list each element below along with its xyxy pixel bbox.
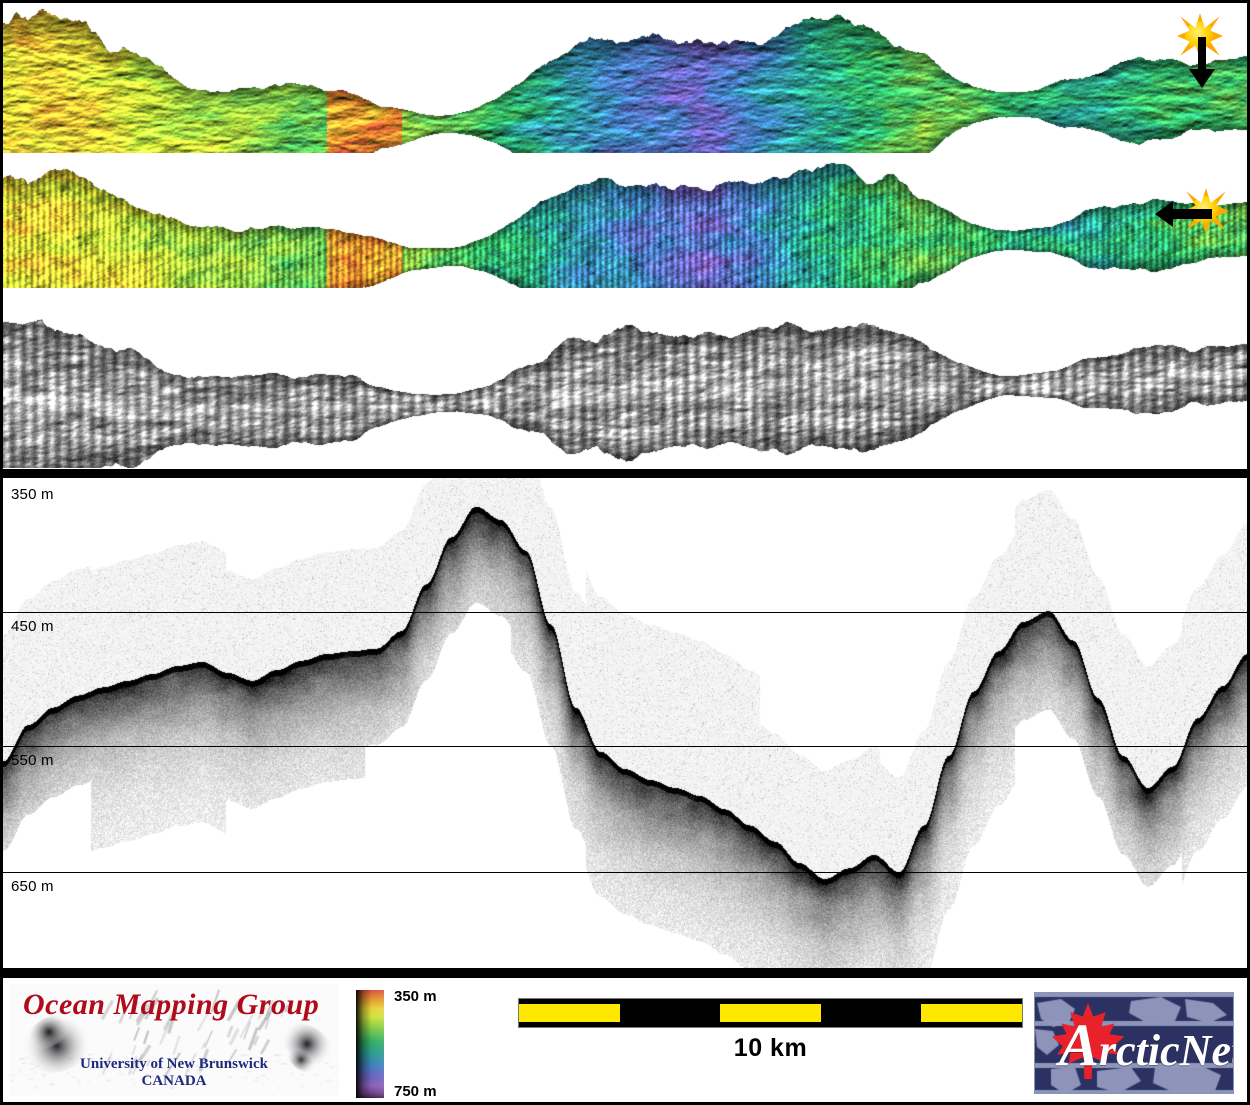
echogram-canvas <box>3 478 1247 968</box>
gridline-650 <box>3 872 1247 873</box>
gridline-450 <box>3 612 1247 613</box>
scale-segment-5 <box>921 1004 1022 1022</box>
depth-label-350: 350 m <box>11 486 54 503</box>
colour-ramp <box>356 990 384 1098</box>
colorbar-top-label: 350 m <box>394 988 437 1005</box>
arcticnet-initial: A <box>1059 1012 1100 1078</box>
depth-label-550: 550 m <box>11 752 54 769</box>
arcticnet-rest: rcticNet <box>1099 1026 1234 1075</box>
omg-university-line: University of New Brunswick <box>80 1056 268 1072</box>
scale-segment-2 <box>619 1004 721 1022</box>
distance-scale-bar: 10 km <box>518 998 1023 1062</box>
scale-bar-segments <box>518 998 1023 1028</box>
scale-segment-4 <box>820 1004 922 1022</box>
sub-bottom-profile-panel: 350 m 450 m 550 m 650 m <box>3 478 1247 968</box>
ocean-mapping-group-logo: Ocean Mapping Group University of New Br… <box>9 984 339 1096</box>
scale-segment-3 <box>720 1004 821 1022</box>
figure-footer: Ocean Mapping Group University of New Br… <box>3 978 1247 1102</box>
arrow-left-icon <box>1155 201 1212 227</box>
bathymetry-across-track-image <box>3 153 1247 313</box>
sonar-mosaic-panel <box>3 3 1247 469</box>
arcticnet-wordmark: ArcticNet <box>1059 1012 1234 1078</box>
backscatter-mosaic <box>3 288 1247 468</box>
omg-subtitle: University of New Brunswick CANADA <box>9 1056 339 1090</box>
arcticnet-logo: ArcticNet <box>1034 992 1234 1094</box>
arrow-down-icon <box>1189 37 1215 88</box>
colorbar-bottom-label: 750 m <box>394 1083 437 1100</box>
omg-logo-artwork <box>9 984 339 1096</box>
depth-label-650: 650 m <box>11 878 54 895</box>
bathymetry-across-track-mosaic <box>3 153 1247 313</box>
omg-title: Ocean Mapping Group <box>23 988 320 1021</box>
scale-bar-label: 10 km <box>733 1034 808 1062</box>
backscatter-image <box>3 288 1247 468</box>
gridline-550 <box>3 746 1247 747</box>
depth-label-450: 450 m <box>11 618 54 635</box>
omg-country-line: CANADA <box>141 1072 207 1089</box>
scale-segment-1 <box>519 1004 620 1022</box>
